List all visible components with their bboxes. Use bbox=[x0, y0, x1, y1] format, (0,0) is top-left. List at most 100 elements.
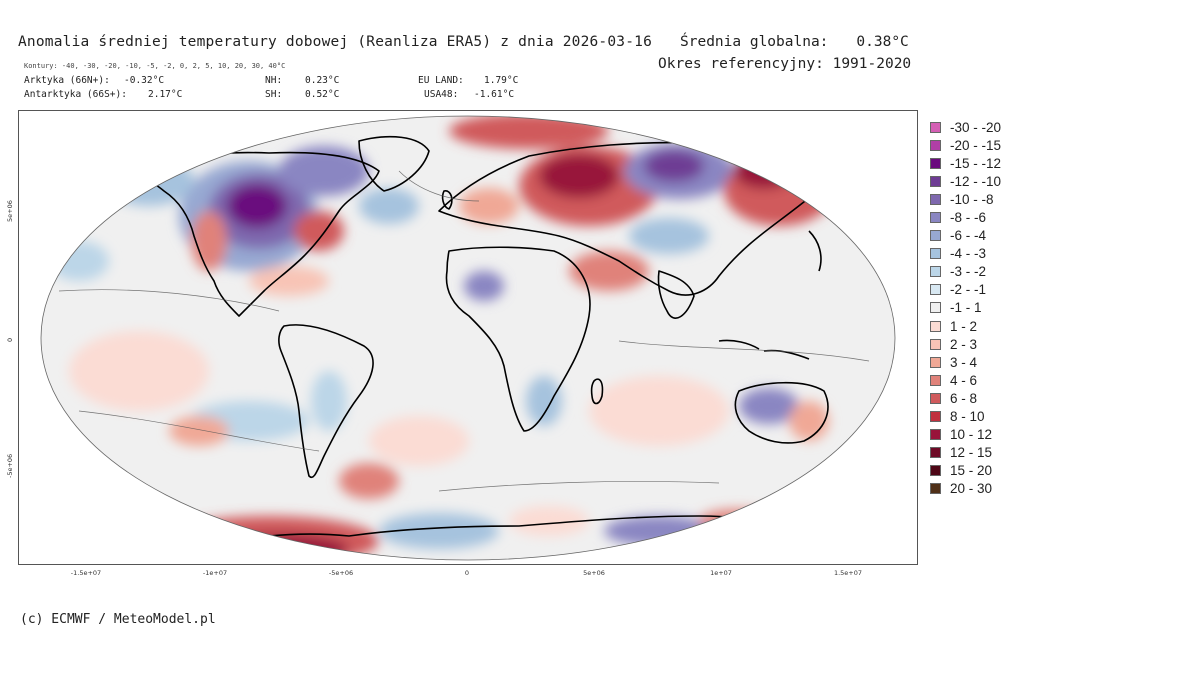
stat-eu-land-value: 1.79°C bbox=[484, 75, 519, 86]
legend-item: 4 - 6 bbox=[930, 371, 1001, 389]
globe-outline bbox=[40, 115, 896, 561]
legend-item: -3 - -2 bbox=[930, 263, 1001, 281]
legend-item: 2 - 3 bbox=[930, 335, 1001, 353]
legend-swatch bbox=[930, 248, 941, 260]
legend-item: 20 - 30 bbox=[930, 480, 1001, 498]
contours-note: Kontury: -40, -30, -20, -10, -5, -2, 0, … bbox=[24, 62, 286, 70]
legend-label: -3 - -2 bbox=[950, 264, 987, 280]
legend-label: -4 - -3 bbox=[950, 246, 987, 262]
legend-item: -6 - -4 bbox=[930, 227, 1001, 245]
legend-swatch bbox=[930, 157, 941, 169]
legend-swatch bbox=[930, 266, 941, 278]
legend-item: -8 - -6 bbox=[930, 208, 1001, 226]
stat-sh-value: 0.52°C bbox=[305, 89, 340, 100]
legend-swatch bbox=[930, 320, 941, 332]
legend-swatch bbox=[930, 139, 941, 151]
stat-arctic-label: Arktyka (66N+): bbox=[24, 75, 110, 86]
legend-label: 4 - 6 bbox=[950, 372, 978, 388]
legend-swatch bbox=[930, 338, 941, 350]
legend-swatch bbox=[930, 429, 941, 441]
global-mean: Średnia globalna: 0.38°C bbox=[680, 34, 909, 50]
stat-antarctic-label: Antarktyka (66S+): bbox=[24, 89, 127, 100]
legend-item: 8 - 10 bbox=[930, 408, 1001, 426]
x-tick-3: -5e+06 bbox=[328, 569, 354, 577]
legend-swatch bbox=[930, 356, 941, 368]
x-tick-1: -1.5e+07 bbox=[70, 569, 102, 577]
stat-sh: SH: 0.52°C bbox=[265, 89, 339, 100]
global-mean-value: 0.38°C bbox=[856, 34, 909, 50]
legend-label: -20 - -15 bbox=[950, 137, 1002, 153]
legend-label: 1 - 2 bbox=[950, 318, 978, 334]
map-frame bbox=[18, 110, 918, 565]
legend-item: -2 - -1 bbox=[930, 281, 1001, 299]
anomaly-field bbox=[41, 116, 895, 560]
legend-swatch bbox=[930, 447, 941, 459]
legend-label: -12 - -10 bbox=[950, 173, 1002, 189]
legend-swatch bbox=[930, 284, 941, 296]
legend-item: -30 - -20 bbox=[930, 118, 1001, 136]
legend-label: 12 - 15 bbox=[950, 445, 993, 461]
legend-label: 15 - 20 bbox=[950, 463, 993, 479]
legend-label: -8 - -6 bbox=[950, 210, 987, 226]
stat-antarctic: Antarktyka (66S+): 2.17°C bbox=[24, 89, 182, 100]
legend-swatch bbox=[930, 121, 941, 133]
stat-arctic: Arktyka (66N+): -0.32°C bbox=[24, 75, 164, 86]
legend-item: 3 - 4 bbox=[930, 353, 1001, 371]
x-tick-5: 5e+06 bbox=[583, 569, 605, 577]
y-tick-1: 5e+06 bbox=[6, 200, 14, 222]
stat-arctic-value: -0.32°C bbox=[124, 75, 165, 86]
legend-swatch bbox=[930, 465, 941, 477]
stat-antarctic-value: 2.17°C bbox=[148, 89, 183, 100]
legend-swatch bbox=[930, 175, 941, 187]
reference-period: Okres referencyjny: 1991-2020 bbox=[658, 56, 912, 72]
legend-swatch bbox=[930, 483, 941, 495]
legend-swatch bbox=[930, 392, 941, 404]
stat-usa48-label: USA48: bbox=[424, 89, 459, 100]
y-tick-2: 0 bbox=[6, 337, 14, 342]
legend-item: -10 - -8 bbox=[930, 190, 1001, 208]
anomaly-map bbox=[40, 115, 896, 561]
stat-eu-land-label: EU LAND: bbox=[418, 75, 464, 86]
legend-label: -10 - -8 bbox=[950, 191, 994, 207]
credit: (c) ECMWF / MeteoModel.pl bbox=[20, 612, 216, 627]
x-tick-7: 1.5e+07 bbox=[833, 569, 863, 577]
legend-label: 3 - 4 bbox=[950, 354, 978, 370]
legend-swatch bbox=[930, 302, 941, 314]
legend-label: 10 - 12 bbox=[950, 427, 993, 443]
y-tick-3: -5e+06 bbox=[6, 453, 14, 478]
legend-item: 6 - 8 bbox=[930, 389, 1001, 407]
legend-item: -1 - 1 bbox=[930, 299, 1001, 317]
legend-label: 20 - 30 bbox=[950, 481, 993, 497]
legend-label: 6 - 8 bbox=[950, 390, 978, 406]
legend-swatch bbox=[930, 411, 941, 423]
legend-label: 8 - 10 bbox=[950, 409, 985, 425]
map-title: Anomalia średniej temperatury dobowej (R… bbox=[18, 34, 653, 50]
legend-swatch bbox=[930, 193, 941, 205]
legend-swatch bbox=[930, 212, 941, 224]
legend-label: -1 - 1 bbox=[950, 300, 982, 316]
stat-sh-label: SH: bbox=[265, 89, 283, 100]
stat-nh-value: 0.23°C bbox=[305, 75, 340, 86]
legend-swatch bbox=[930, 230, 941, 242]
legend-item: 15 - 20 bbox=[930, 462, 1001, 480]
stat-usa48: USA48: -1.61°C bbox=[424, 89, 514, 100]
x-tick-4: 0 bbox=[464, 569, 470, 577]
legend-label: -30 - -20 bbox=[950, 119, 1002, 135]
legend-label: -2 - -1 bbox=[950, 282, 987, 298]
legend-label: -6 - -4 bbox=[950, 228, 987, 244]
legend-item: -4 - -3 bbox=[930, 245, 1001, 263]
contour-lines bbox=[58, 170, 870, 492]
legend-swatch bbox=[930, 374, 941, 386]
legend-item: 1 - 2 bbox=[930, 317, 1001, 335]
stat-eu-land: EU LAND: 1.79°C bbox=[418, 75, 518, 86]
global-mean-label: Średnia globalna: bbox=[680, 34, 829, 50]
legend-item: -12 - -10 bbox=[930, 172, 1001, 190]
stat-nh-label: NH: bbox=[265, 75, 283, 86]
legend-item: 12 - 15 bbox=[930, 444, 1001, 462]
x-tick-6: 1e+07 bbox=[710, 569, 732, 577]
stat-nh: NH: 0.23°C bbox=[265, 75, 339, 86]
legend-label: -15 - -12 bbox=[950, 155, 1002, 171]
legend-item: -15 - -12 bbox=[930, 154, 1001, 172]
x-tick-2: -1e+07 bbox=[202, 569, 228, 577]
legend-item: 10 - 12 bbox=[930, 426, 1001, 444]
